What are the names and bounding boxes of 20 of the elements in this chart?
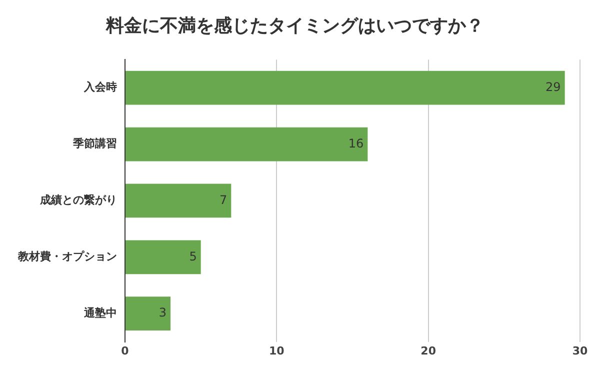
bar [126, 70, 565, 105]
x-tick-label: 0 [121, 344, 130, 358]
bar [126, 296, 170, 331]
y-tick-label: 教材費・オプション [17, 250, 117, 263]
data-label: 5 [189, 249, 197, 264]
bar [126, 240, 201, 274]
data-label: 29 [546, 80, 561, 94]
data-label: 16 [348, 136, 364, 150]
y-tick-label: 成績との繋がり [39, 194, 117, 207]
x-tick-label: 30 [572, 344, 588, 358]
y-tick-label: 入会時 [83, 80, 117, 94]
y-tick-label: 通塾中 [83, 306, 117, 320]
bar [126, 184, 232, 218]
chart-title: 料金に不満を感じたタイミングはいつですか？ [105, 15, 484, 36]
x-tick-label: 20 [420, 344, 436, 358]
data-label: 7 [220, 192, 228, 207]
data-label: 3 [158, 306, 166, 320]
bar [126, 127, 368, 162]
x-tick-label: 10 [269, 344, 285, 358]
y-tick-label: 季節講習 [72, 137, 117, 150]
